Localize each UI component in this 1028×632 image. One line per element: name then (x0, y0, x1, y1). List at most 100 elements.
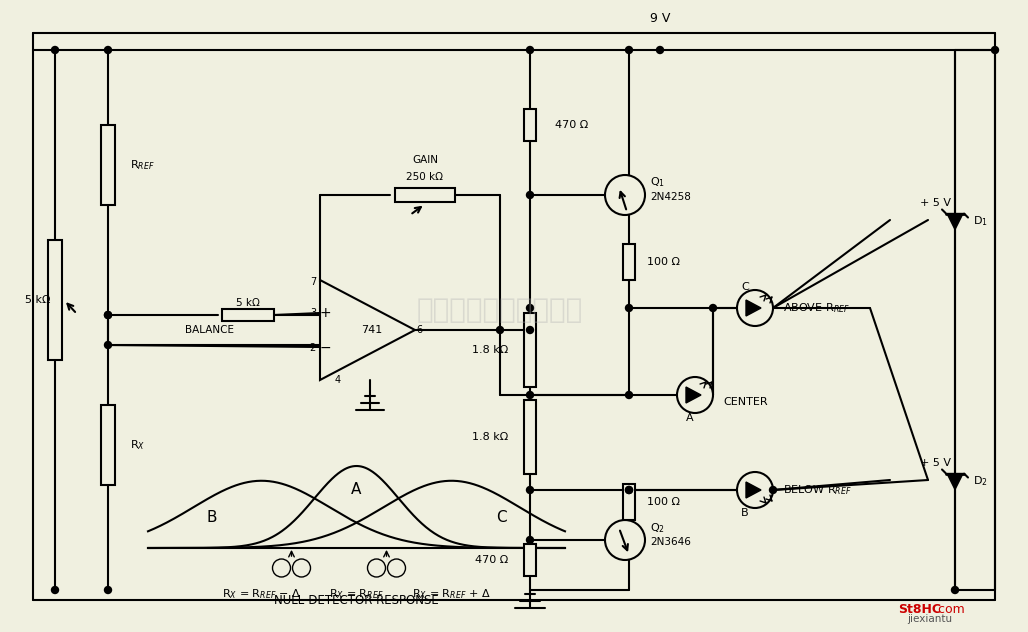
Circle shape (952, 586, 958, 593)
Text: C: C (497, 511, 507, 525)
Bar (524, 313, 536, 387)
Text: 5 kΩ: 5 kΩ (236, 298, 260, 308)
Circle shape (709, 305, 717, 312)
Text: D$_1$: D$_1$ (972, 215, 988, 228)
Text: B: B (279, 563, 285, 573)
Bar (524, 400, 536, 474)
Text: C: C (741, 282, 748, 292)
Circle shape (657, 47, 663, 54)
Circle shape (625, 47, 632, 54)
Text: BELOW R$_{REF}$: BELOW R$_{REF}$ (783, 483, 852, 497)
Circle shape (51, 47, 59, 54)
Text: ABOVE R$_{REF}$: ABOVE R$_{REF}$ (783, 301, 850, 315)
Text: 741: 741 (362, 325, 382, 335)
Text: R$_X$: R$_X$ (130, 438, 145, 452)
Circle shape (526, 327, 534, 334)
Text: 2N3646: 2N3646 (650, 537, 691, 547)
Text: R$_X$ = R$_{REF}$: R$_X$ = R$_{REF}$ (329, 587, 383, 601)
Bar (222, 309, 274, 321)
Text: 250 kΩ: 250 kΩ (406, 172, 443, 182)
Polygon shape (746, 300, 761, 316)
Bar (524, 109, 536, 141)
Bar (48, 240, 62, 360)
Text: B: B (741, 508, 748, 518)
Text: A: A (686, 413, 694, 423)
Circle shape (605, 520, 645, 560)
Text: 1.8 kΩ: 1.8 kΩ (472, 345, 508, 355)
Circle shape (105, 586, 111, 593)
Text: BALANCE: BALANCE (185, 325, 234, 335)
Circle shape (105, 341, 111, 348)
Circle shape (625, 487, 632, 494)
Circle shape (625, 391, 632, 399)
Text: 6: 6 (416, 325, 423, 335)
Text: 杭州路睿科技有限公司: 杭州路睿科技有限公司 (417, 296, 583, 324)
Text: −: − (319, 341, 331, 355)
Bar (395, 188, 455, 202)
Bar (101, 125, 115, 205)
Circle shape (737, 472, 773, 508)
Text: +: + (319, 306, 331, 320)
Circle shape (497, 327, 504, 334)
Text: A: A (352, 482, 362, 497)
Text: 2N4258: 2N4258 (650, 192, 691, 202)
Circle shape (605, 175, 645, 215)
Text: jiexiantu: jiexiantu (908, 614, 953, 624)
Polygon shape (947, 214, 963, 229)
Circle shape (625, 487, 632, 494)
Text: .com: .com (935, 603, 965, 616)
Text: Q$_1$: Q$_1$ (650, 175, 665, 189)
Polygon shape (320, 280, 415, 380)
Text: 470 Ω: 470 Ω (475, 555, 508, 565)
Circle shape (51, 586, 59, 593)
Text: 3: 3 (309, 308, 316, 318)
Text: 5 kΩ: 5 kΩ (26, 295, 50, 305)
Circle shape (526, 47, 534, 54)
Circle shape (388, 559, 405, 577)
Bar (524, 544, 536, 576)
Text: D$_2$: D$_2$ (972, 475, 988, 489)
Text: 2: 2 (309, 343, 316, 353)
Circle shape (105, 312, 111, 319)
Text: A: A (298, 563, 305, 573)
Polygon shape (686, 387, 701, 403)
Text: GAIN: GAIN (412, 155, 438, 165)
Text: 1.8 kΩ: 1.8 kΩ (472, 432, 508, 442)
Circle shape (105, 312, 111, 319)
Circle shape (625, 305, 632, 312)
Text: 100 Ω: 100 Ω (647, 497, 680, 507)
Circle shape (737, 290, 773, 326)
Text: NULL-DETECTOR RESPONSE: NULL-DETECTOR RESPONSE (274, 593, 439, 607)
Circle shape (770, 487, 776, 494)
Text: 100 Ω: 100 Ω (647, 257, 680, 267)
Text: R$_X$ = R$_{REF}$ − Δ: R$_X$ = R$_{REF}$ − Δ (222, 587, 301, 601)
Polygon shape (947, 473, 963, 490)
Text: R$_X$ = R$_{REF}$ + Δ: R$_X$ = R$_{REF}$ + Δ (412, 587, 490, 601)
Text: + 5 V: + 5 V (919, 198, 951, 208)
Text: 4: 4 (335, 375, 341, 385)
Bar (623, 244, 635, 280)
Circle shape (526, 391, 534, 399)
Polygon shape (746, 482, 761, 498)
Text: 470 Ω: 470 Ω (555, 120, 588, 130)
Bar (101, 405, 115, 485)
Circle shape (677, 377, 713, 413)
Text: 9 V: 9 V (650, 11, 670, 25)
Text: A: A (373, 563, 379, 573)
Circle shape (526, 487, 534, 494)
Circle shape (526, 191, 534, 198)
Circle shape (991, 47, 998, 54)
Circle shape (367, 559, 386, 577)
Text: C: C (393, 563, 400, 573)
Bar (623, 484, 635, 520)
Circle shape (293, 559, 310, 577)
Circle shape (105, 47, 111, 54)
Circle shape (526, 305, 534, 312)
Text: St8HC: St8HC (898, 603, 942, 616)
Circle shape (272, 559, 291, 577)
Text: R$_{REF}$: R$_{REF}$ (130, 158, 154, 172)
Text: + 5 V: + 5 V (919, 458, 951, 468)
Circle shape (526, 537, 534, 544)
Text: 7: 7 (309, 277, 316, 287)
Text: CENTER: CENTER (723, 397, 768, 407)
